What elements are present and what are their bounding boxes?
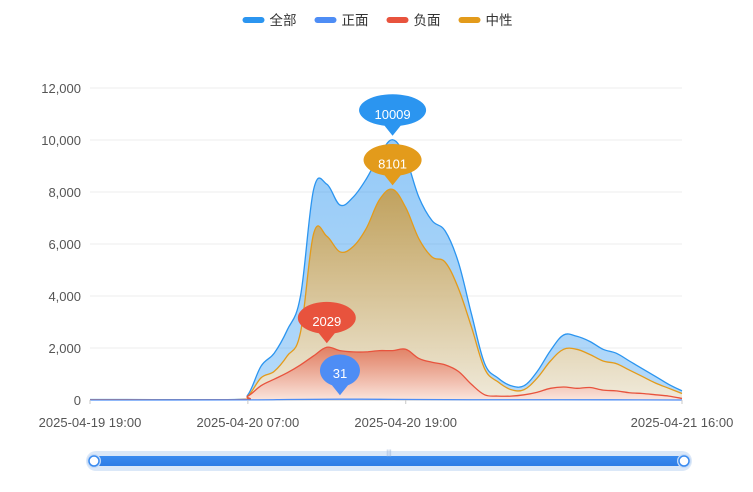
y-tick-label: 0 bbox=[74, 393, 81, 408]
zoom-slider[interactable]: ||| bbox=[86, 450, 692, 471]
legend-item-1: 正面 bbox=[314, 13, 369, 28]
x-axis: 2025-04-19 19:00 2025-04-20 07:00 2025-04-… bbox=[39, 400, 734, 430]
legend-label: 正面 bbox=[342, 13, 369, 28]
series-line-1 bbox=[89, 188, 683, 401]
marker-pin-0: 10009 bbox=[359, 94, 427, 136]
marker-pin-3: 31 bbox=[319, 354, 360, 396]
y-tick-label: 10,000 bbox=[41, 133, 81, 148]
legend-item-3: 中性 bbox=[458, 13, 513, 28]
slider-handle-end[interactable] bbox=[678, 455, 690, 467]
marker-shape bbox=[363, 143, 422, 186]
y-tick-label: 8,000 bbox=[48, 185, 81, 200]
series-line-2 bbox=[89, 346, 683, 401]
slider-handle-start[interactable] bbox=[88, 455, 100, 467]
legend-label: 中性 bbox=[486, 13, 513, 28]
x-tick-label: 2025-04-21 16:00 bbox=[631, 415, 734, 430]
series-line-3 bbox=[89, 398, 683, 401]
marker-shape bbox=[319, 354, 360, 396]
legend-item-0: 全部 bbox=[242, 12, 297, 28]
y-tick-label: 12,000 bbox=[41, 81, 81, 96]
series-areas bbox=[90, 139, 682, 401]
marker-label: 2029 bbox=[312, 314, 341, 329]
legend-swatch bbox=[242, 17, 265, 23]
value-markers: 10009 8101 2029 31 bbox=[297, 94, 427, 396]
marker-label: 8101 bbox=[378, 156, 407, 171]
legend-swatch bbox=[458, 17, 481, 23]
marker-label: 10009 bbox=[374, 107, 410, 122]
legend-swatch bbox=[314, 17, 337, 23]
x-tick-label: 2025-04-20 19:00 bbox=[354, 415, 457, 430]
marker-shape bbox=[359, 94, 427, 136]
marker-pin-1: 8101 bbox=[363, 143, 422, 186]
legend-label: 全部 bbox=[270, 12, 297, 28]
marker-label: 31 bbox=[333, 366, 347, 381]
x-tick-label: 2025-04-20 07:00 bbox=[197, 415, 300, 430]
slider-grip-icon: ||| bbox=[386, 450, 392, 457]
series-area-2 bbox=[90, 347, 682, 400]
series-line-0 bbox=[89, 139, 683, 401]
marker-pin-2: 2029 bbox=[297, 301, 356, 344]
series-area-1 bbox=[90, 189, 682, 400]
marker-shape bbox=[297, 301, 356, 344]
legend-swatch bbox=[386, 17, 409, 23]
series-lines bbox=[89, 139, 683, 401]
y-tick-label: 6,000 bbox=[48, 237, 81, 252]
legend-label: 负面 bbox=[414, 13, 441, 28]
legend-item-2: 负面 bbox=[386, 13, 441, 28]
y-axis: 0 2,000 4,000 6,000 8,000 10,000 12,000 bbox=[41, 81, 81, 408]
x-tick-label: 2025-04-19 19:00 bbox=[39, 415, 142, 430]
y-tick-label: 2,000 bbox=[48, 341, 81, 356]
legend: 全部 正面 负面 中性 bbox=[242, 12, 513, 28]
y-tick-label: 4,000 bbox=[48, 289, 81, 304]
slider-range bbox=[94, 456, 684, 466]
